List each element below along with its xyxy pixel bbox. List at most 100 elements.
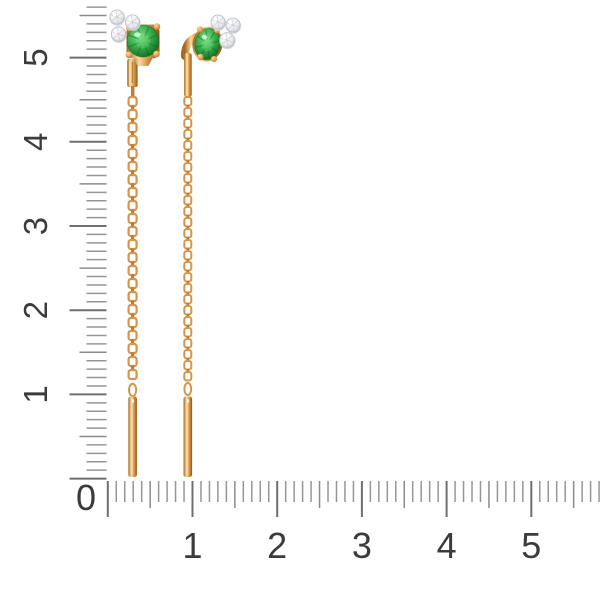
chain-link <box>183 195 193 206</box>
left-chain-end-link <box>128 382 138 398</box>
left-tab-highlight <box>129 60 131 86</box>
left-tab-connector <box>131 86 135 98</box>
chain-link-connector <box>131 287 135 293</box>
chain-link <box>127 95 138 108</box>
chain-link-connector <box>131 105 135 111</box>
chain-link <box>183 118 193 129</box>
right-box-chain <box>183 96 193 382</box>
chain-link <box>183 305 193 316</box>
chain-link-connector <box>186 170 190 175</box>
chain-link-connector <box>186 269 190 274</box>
chain-link <box>127 277 138 290</box>
chain-link-connector <box>131 209 135 215</box>
diamond-facet-line <box>113 29 124 39</box>
chain-link <box>183 349 193 360</box>
chain-link-connector <box>131 339 135 345</box>
chain-link-connector <box>186 291 190 296</box>
diamond-sparkle <box>112 12 117 17</box>
chain-link-connector <box>131 131 135 137</box>
right-earring <box>180 14 242 477</box>
left-gold-prongs <box>125 23 161 59</box>
chain-link <box>183 129 193 140</box>
chain-link-connector <box>131 183 135 189</box>
chain-link-connector <box>131 352 135 358</box>
right-green-gemstone <box>194 27 221 61</box>
diamond-sparkle <box>222 35 227 40</box>
gem-facet-line <box>209 31 216 41</box>
chain-link <box>127 290 138 303</box>
left-drop-bar-highlight <box>130 398 133 475</box>
chain-link-connector <box>186 236 190 241</box>
diamond-facet-line <box>212 17 224 27</box>
chain-link <box>183 327 193 338</box>
chain-link <box>127 212 138 225</box>
horizontal-ruler-number: 4 <box>437 525 457 566</box>
chain-link <box>127 108 138 121</box>
chain-link-connector <box>131 144 135 150</box>
chain-link-connector <box>186 214 190 219</box>
left-drop-bar-hole <box>131 399 134 403</box>
chain-link <box>183 217 193 228</box>
chain-link <box>127 121 138 134</box>
gem-facet-line <box>211 40 220 44</box>
chain-link-connector <box>186 335 190 340</box>
chain-link <box>183 239 193 250</box>
chain-link-connector <box>131 235 135 241</box>
chain-link <box>127 264 138 277</box>
vertical-ruler-number: 2 <box>17 301 54 319</box>
chain-link <box>183 360 193 371</box>
chain-link <box>183 184 193 195</box>
chain-link-connector <box>131 261 135 267</box>
vertical-ruler-number: 5 <box>17 48 54 66</box>
right-tube-highlight <box>186 54 188 96</box>
chain-link <box>183 206 193 217</box>
diamond-sparkle <box>213 17 218 22</box>
chain-link <box>183 250 193 261</box>
chain-link-connector <box>186 280 190 285</box>
left-cable-chain <box>127 95 138 381</box>
chain-link <box>127 342 138 355</box>
chain-link <box>127 225 138 238</box>
gold-prong-ball <box>125 51 133 59</box>
horizontal-ruler-number: 1 <box>182 525 202 566</box>
gold-prong-ball <box>197 53 204 61</box>
gem-facet-line <box>129 34 139 40</box>
gold-prong-ball <box>153 23 161 30</box>
chain-link-connector <box>186 313 190 318</box>
gem-facet-line <box>207 48 210 59</box>
chain-link <box>127 303 138 316</box>
right-chain-end-link <box>183 382 193 396</box>
vertical-ruler-number: 4 <box>17 133 54 151</box>
horizontal-ruler-number: 3 <box>352 525 372 566</box>
chain-link-connector <box>131 300 135 306</box>
chain-link-connector <box>131 248 135 254</box>
chain-link-connector <box>131 274 135 280</box>
chain-link-connector <box>186 126 190 131</box>
horizontal-ruler: 1 2 3 4 5 0 <box>76 477 600 566</box>
chain-link <box>183 371 193 382</box>
horizontal-ruler-number: 5 <box>521 525 541 566</box>
chain-link-connector <box>186 159 190 164</box>
diamond-facet-line <box>227 20 239 30</box>
chain-link-connector <box>186 192 190 197</box>
gem-table <box>135 33 151 49</box>
gem-face <box>194 27 221 61</box>
chain-link <box>127 238 138 251</box>
chain-link <box>127 199 138 212</box>
chain-link-connector <box>186 346 190 351</box>
gold-prong-ball <box>211 56 217 62</box>
chain-link <box>127 160 138 173</box>
diamond-facet-line <box>221 35 233 45</box>
chain-link <box>127 147 138 160</box>
chain-link <box>183 162 193 173</box>
chain-link <box>183 283 193 294</box>
gem-table <box>201 36 214 52</box>
chain-link-connector <box>186 247 190 252</box>
gem-facet-line <box>147 42 157 48</box>
chain-link-connector <box>131 365 135 371</box>
chain-link-connector <box>186 203 190 208</box>
right-drop-bar-hole <box>186 399 190 403</box>
chain-link-connector <box>186 357 190 362</box>
